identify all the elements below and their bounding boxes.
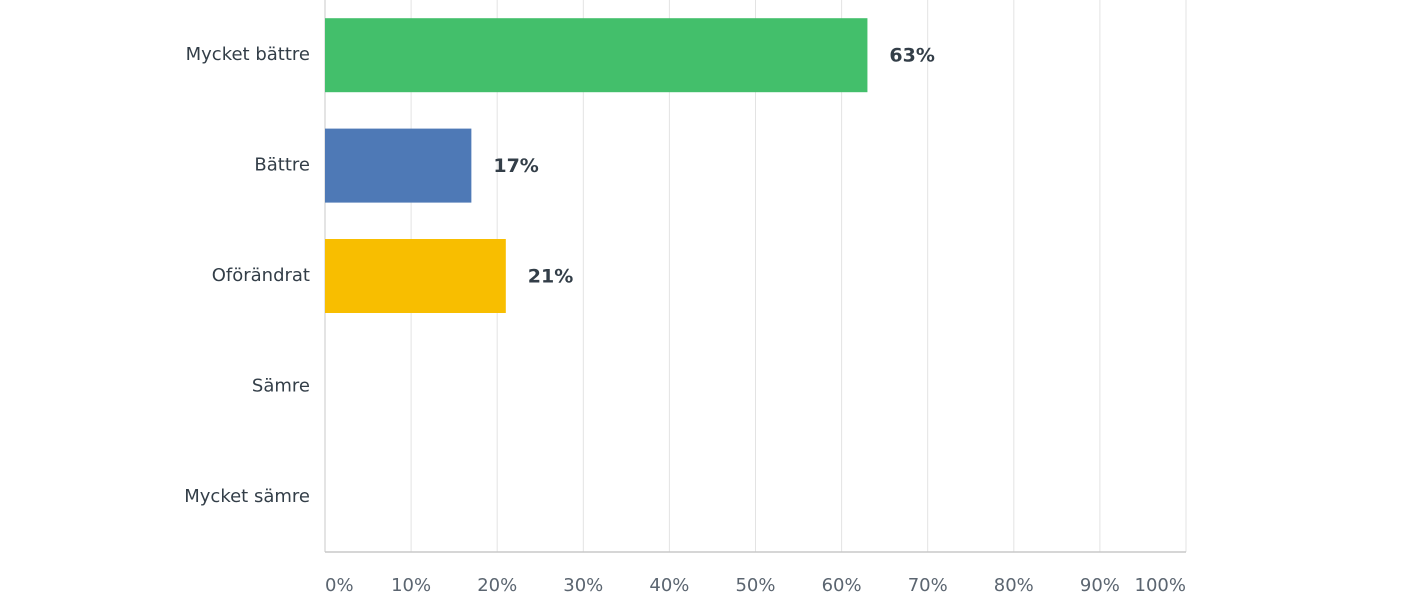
bar	[325, 239, 506, 313]
y-tick-label: Bättre	[254, 155, 310, 176]
value-label: 63%	[889, 45, 934, 67]
value-label: 17%	[493, 155, 538, 177]
x-tick-label: 40%	[649, 575, 689, 596]
x-tick-label: 0%	[325, 575, 354, 596]
x-tick-label: 100%	[1135, 575, 1186, 596]
y-tick-label: Oförändrat	[212, 265, 310, 286]
value-label: 21%	[528, 266, 573, 288]
x-tick-label: 60%	[822, 575, 862, 596]
bar	[325, 128, 472, 203]
x-tick-label: 30%	[563, 575, 603, 596]
x-tick-label: 80%	[994, 575, 1034, 596]
y-tick-label: Sämre	[252, 375, 310, 396]
x-tick-label: 10%	[391, 575, 431, 596]
bar	[325, 18, 868, 93]
x-tick-label: 90%	[1080, 575, 1120, 596]
x-tick-label: 50%	[735, 575, 775, 596]
y-tick-label: Mycket sämre	[184, 486, 310, 507]
x-tick-label: 70%	[908, 575, 948, 596]
y-tick-label: Mycket bättre	[186, 44, 310, 65]
x-tick-label: 20%	[477, 575, 517, 596]
